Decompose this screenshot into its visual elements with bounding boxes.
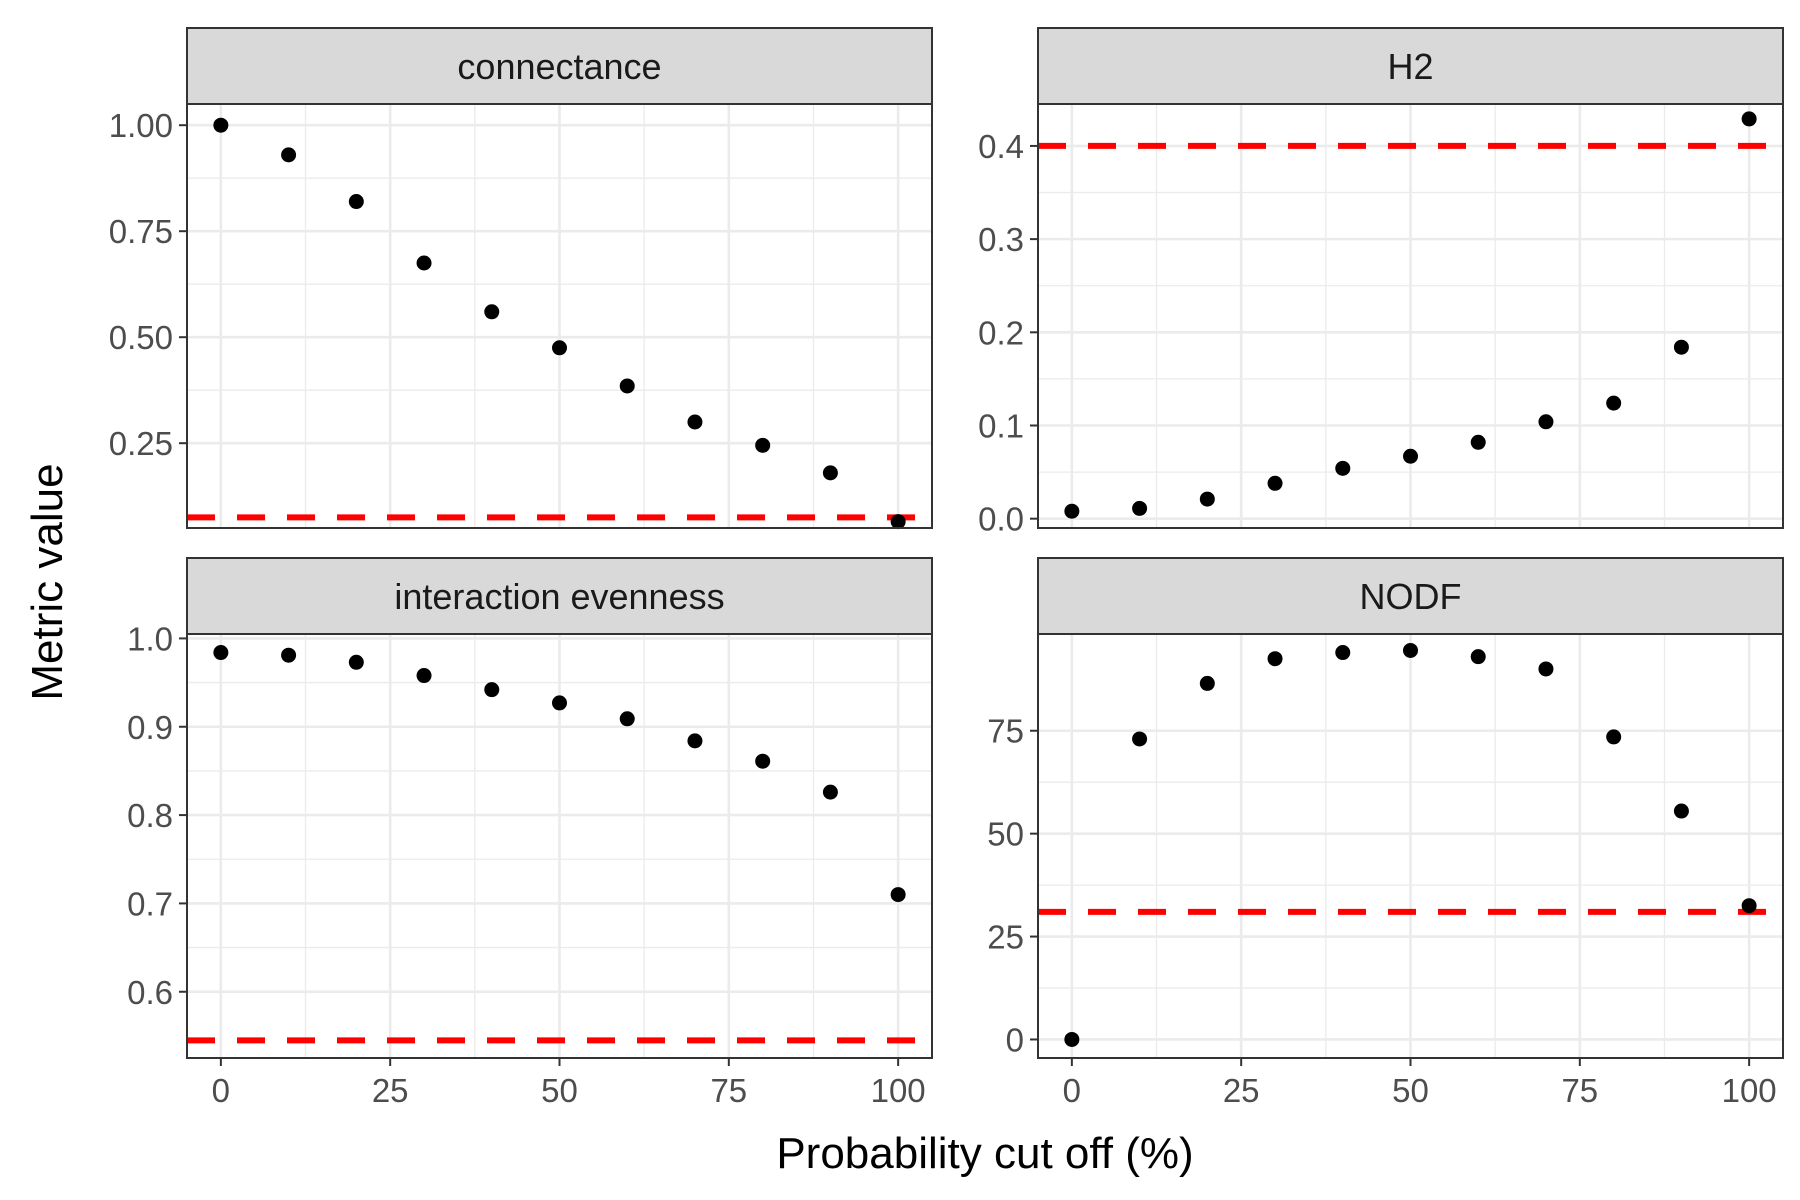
data-point [1538,414,1554,430]
data-point [755,753,771,769]
facet-title: NODF [1360,576,1462,617]
data-point [1403,642,1418,658]
y-tick-label: 0.0 [978,501,1024,538]
y-axis-title: Metric value [23,463,72,700]
x-tick-label: 75 [1561,1072,1598,1109]
facet-title: interaction evenness [394,576,724,617]
data-point [281,147,297,163]
y-tick-label: 0.7 [127,885,173,922]
facet-strip [1037,557,1784,635]
data-point [1335,460,1351,476]
data-point [1470,649,1486,665]
x-tick-label: 25 [372,1072,409,1109]
data-point [1741,898,1757,914]
data-point [484,682,500,698]
x-tick-label: 25 [1223,1072,1260,1109]
data-point [1673,339,1689,355]
x-tick-label: 100 [871,1072,926,1109]
panel-nodf: NODF 0 25 50 75 0 25 50 75 100 [987,557,1784,1109]
x-tick-label: 0 [212,1072,230,1109]
x-tick-label: 75 [710,1072,747,1109]
y-tick-label: 1.00 [109,107,173,144]
data-point [1132,500,1148,516]
data-point [1403,448,1418,464]
data-point [1064,1031,1080,1047]
data-point [1267,475,1283,491]
y-tick-label: 0.75 [109,213,173,250]
facet-title: connectance [457,46,661,87]
x-tick-label: 100 [1722,1072,1777,1109]
data-point [822,465,838,481]
y-tick-label: 0.9 [127,709,173,746]
data-point [1199,675,1215,691]
x-axis-title: Probability cut off (%) [776,1129,1193,1178]
data-point [822,784,838,800]
data-point [1741,111,1757,127]
data-point [1335,645,1351,661]
data-point [348,194,364,210]
y-tick-label: 0.6 [127,974,173,1011]
panel-border [1037,103,1784,529]
data-point [213,645,229,661]
data-point [1606,395,1622,411]
y-tick-label: 0.1 [978,407,1024,444]
data-point [552,340,567,356]
y-tick-label: 0.8 [127,797,173,834]
data-point [281,647,297,663]
data-point [1470,434,1486,450]
data-point [619,711,635,727]
data-point [890,514,906,530]
data-point [687,414,703,430]
y-tick-label: 0.4 [978,128,1024,165]
data-point [1132,731,1148,747]
data-point [213,117,229,133]
y-tick-label: 25 [987,919,1024,956]
panel-border [186,103,933,529]
facet-title: H2 [1387,46,1433,87]
data-point [416,255,432,271]
data-point [484,304,500,320]
data-point [348,654,364,670]
panel-connectance: connectance 0.25 0.50 0.75 1.00 [109,27,933,530]
x-tick-label: 50 [1392,1072,1429,1109]
data-point [416,668,432,684]
data-point [890,887,906,903]
x-tick-label: 0 [1063,1072,1081,1109]
facet-strip [186,557,933,635]
data-point [1199,491,1215,507]
data-point [619,378,635,394]
y-tick-label: 0.25 [109,425,173,462]
data-point [755,437,771,453]
y-tick-label: 75 [987,713,1024,750]
y-tick-label: 0.2 [978,314,1024,351]
x-tick-label: 50 [541,1072,578,1109]
panel-h2: H2 0.0 0.1 0.2 0.3 0.4 [978,27,1784,538]
facet-strip [186,27,933,105]
data-point [1606,729,1622,745]
y-tick-label: 0 [1006,1021,1024,1058]
y-tick-label: 1.0 [127,620,173,657]
panel-interaction-evenness: interaction evenness 0.6 0.7 0.8 0.9 1.0 0 25 50… [127,557,933,1109]
y-tick-label: 50 [987,816,1024,853]
data-point [552,695,567,711]
data-point [1673,803,1689,819]
y-tick-label: 0.3 [978,221,1024,258]
y-tick-label: 0.50 [109,319,173,356]
data-point [1064,503,1080,519]
panels: connectance0.250.500.751.00H20.00.10.20.… [109,27,1784,1109]
data-point [1538,661,1554,677]
data-point [1267,651,1283,667]
data-point [687,733,703,749]
